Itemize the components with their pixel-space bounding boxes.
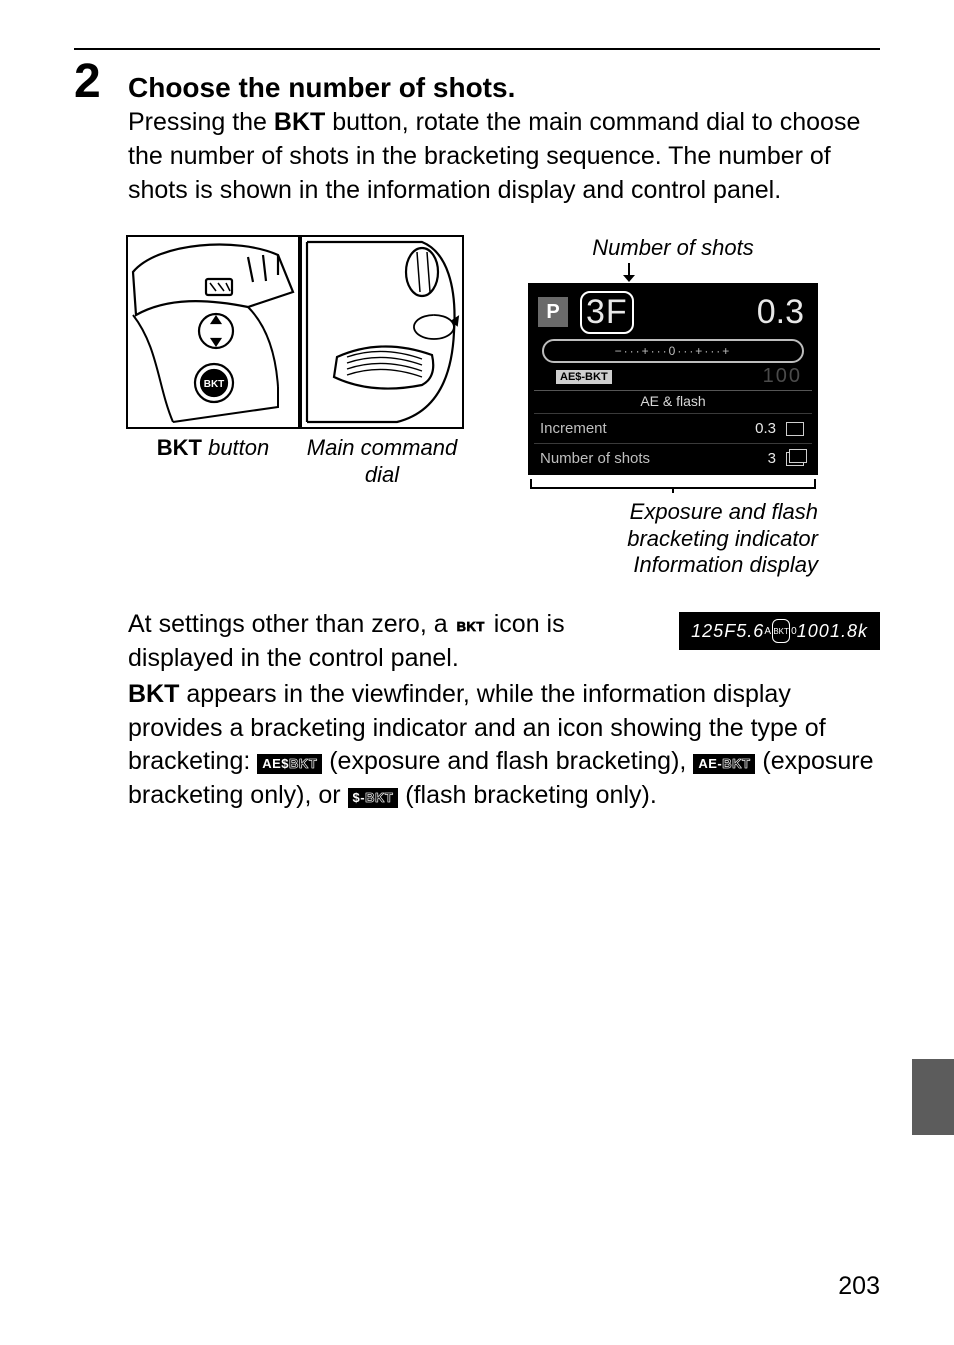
- bkt-caption-bold: BKT: [157, 435, 202, 460]
- under-bracket: [528, 479, 818, 493]
- figure-information-display: Number of shots P 3F 0.3 −···+···0···+··…: [518, 235, 828, 578]
- section-tab: [912, 1059, 954, 1135]
- info-row-nshots: Number of shots 3: [534, 443, 812, 473]
- page-number: 203: [838, 1272, 880, 1301]
- dial-illustration: [300, 235, 464, 429]
- info-mid-label: AE & flash: [534, 390, 812, 409]
- faded-count: 100: [763, 365, 802, 388]
- cp-aperture: F5.6: [724, 621, 764, 642]
- info-row-increment-value: 0.3: [755, 420, 776, 437]
- mode-indicator: P: [538, 297, 568, 327]
- para2-continued: BKT appears in the viewfinder, while the…: [128, 678, 880, 813]
- number-of-shots-label: Number of shots: [592, 235, 753, 261]
- step-title: Choose the number of shots.: [128, 72, 515, 104]
- info-caption-line2: Information display: [633, 552, 818, 577]
- dial-caption-text: Main command dial: [307, 435, 457, 486]
- figure-row: BKT BKT button: [128, 235, 880, 578]
- info-caption: Exposure and flash bracketing indicator …: [528, 499, 818, 578]
- figure-main-command-dial: Main command dial: [302, 235, 462, 488]
- pointer-to-frames: [528, 263, 818, 281]
- rule-top: [74, 48, 880, 50]
- step-body: Pressing the BKT button, rotate the main…: [128, 106, 880, 207]
- sub-dial-icon: [786, 452, 804, 466]
- cp-remaining: 1.8k: [830, 621, 868, 642]
- step-number: 2: [74, 58, 128, 106]
- badge-ae-flash-bkt: AE$BKT: [257, 754, 322, 774]
- bkt-button-illustration: BKT: [126, 235, 300, 429]
- step-heading: 2 Choose the number of shots.: [74, 58, 880, 106]
- para2-row: At settings other than zero, a BKT icon …: [128, 608, 880, 676]
- control-panel-bar: 125 F5.6 A BKT 0 100 1.8k: [679, 612, 880, 650]
- para2-line1a: At settings other than zero, a: [128, 610, 455, 638]
- info-row-nshots-label: Number of shots: [540, 450, 650, 467]
- frames-readout: 3F: [586, 293, 628, 332]
- info-top-row: P 3F 0.3: [534, 289, 812, 335]
- badge-flash-bkt: $‑BKT: [348, 788, 399, 808]
- figure-bkt-button: BKT BKT button: [128, 235, 298, 461]
- bkt-caption-ital: button: [202, 435, 269, 460]
- info-row-nshots-value: 3: [768, 450, 776, 467]
- info-row-increment: Increment 0.3: [534, 413, 812, 443]
- bkt-button-caption: BKT button: [157, 435, 270, 461]
- cp-shutter: 125: [691, 621, 724, 642]
- step-body-text: Pressing the BKT button, rotate the main…: [128, 108, 860, 204]
- increment-top-readout: 0.3: [757, 293, 804, 332]
- info-caption-line1: Exposure and flash bracketing indicator: [627, 499, 818, 550]
- page: 2 Choose the number of shots. Pressing t…: [0, 0, 954, 1345]
- bracketing-type-tag: AE$‑BKT: [556, 370, 612, 384]
- para2-text-start: At settings other than zero, a BKT icon …: [128, 608, 679, 676]
- dial-caption: Main command dial: [302, 435, 462, 488]
- cp-bkt-pill: BKT: [772, 619, 790, 643]
- cp-bkt-indicator: A BKT 0: [764, 619, 796, 643]
- cp-iso: 100: [797, 621, 830, 642]
- exposure-scale: −···+···0···+···+: [542, 339, 804, 363]
- badge1-desc: (exposure and flash bracketing),: [322, 747, 693, 775]
- para2-bkt-bold: BKT: [128, 680, 179, 708]
- information-display-mock: P 3F 0.3 −···+···0···+···+ AE$‑BKT 100 A…: [528, 283, 818, 475]
- badge3-desc: (flash bracketing only).: [398, 781, 656, 809]
- bkt-outline-icon: BKT: [455, 618, 487, 636]
- svg-text:BKT: BKT: [204, 379, 225, 390]
- main-dial-icon: [786, 422, 804, 436]
- info-row-increment-label: Increment: [540, 420, 607, 437]
- badge-ae-bkt: AE‑BKT: [693, 754, 755, 774]
